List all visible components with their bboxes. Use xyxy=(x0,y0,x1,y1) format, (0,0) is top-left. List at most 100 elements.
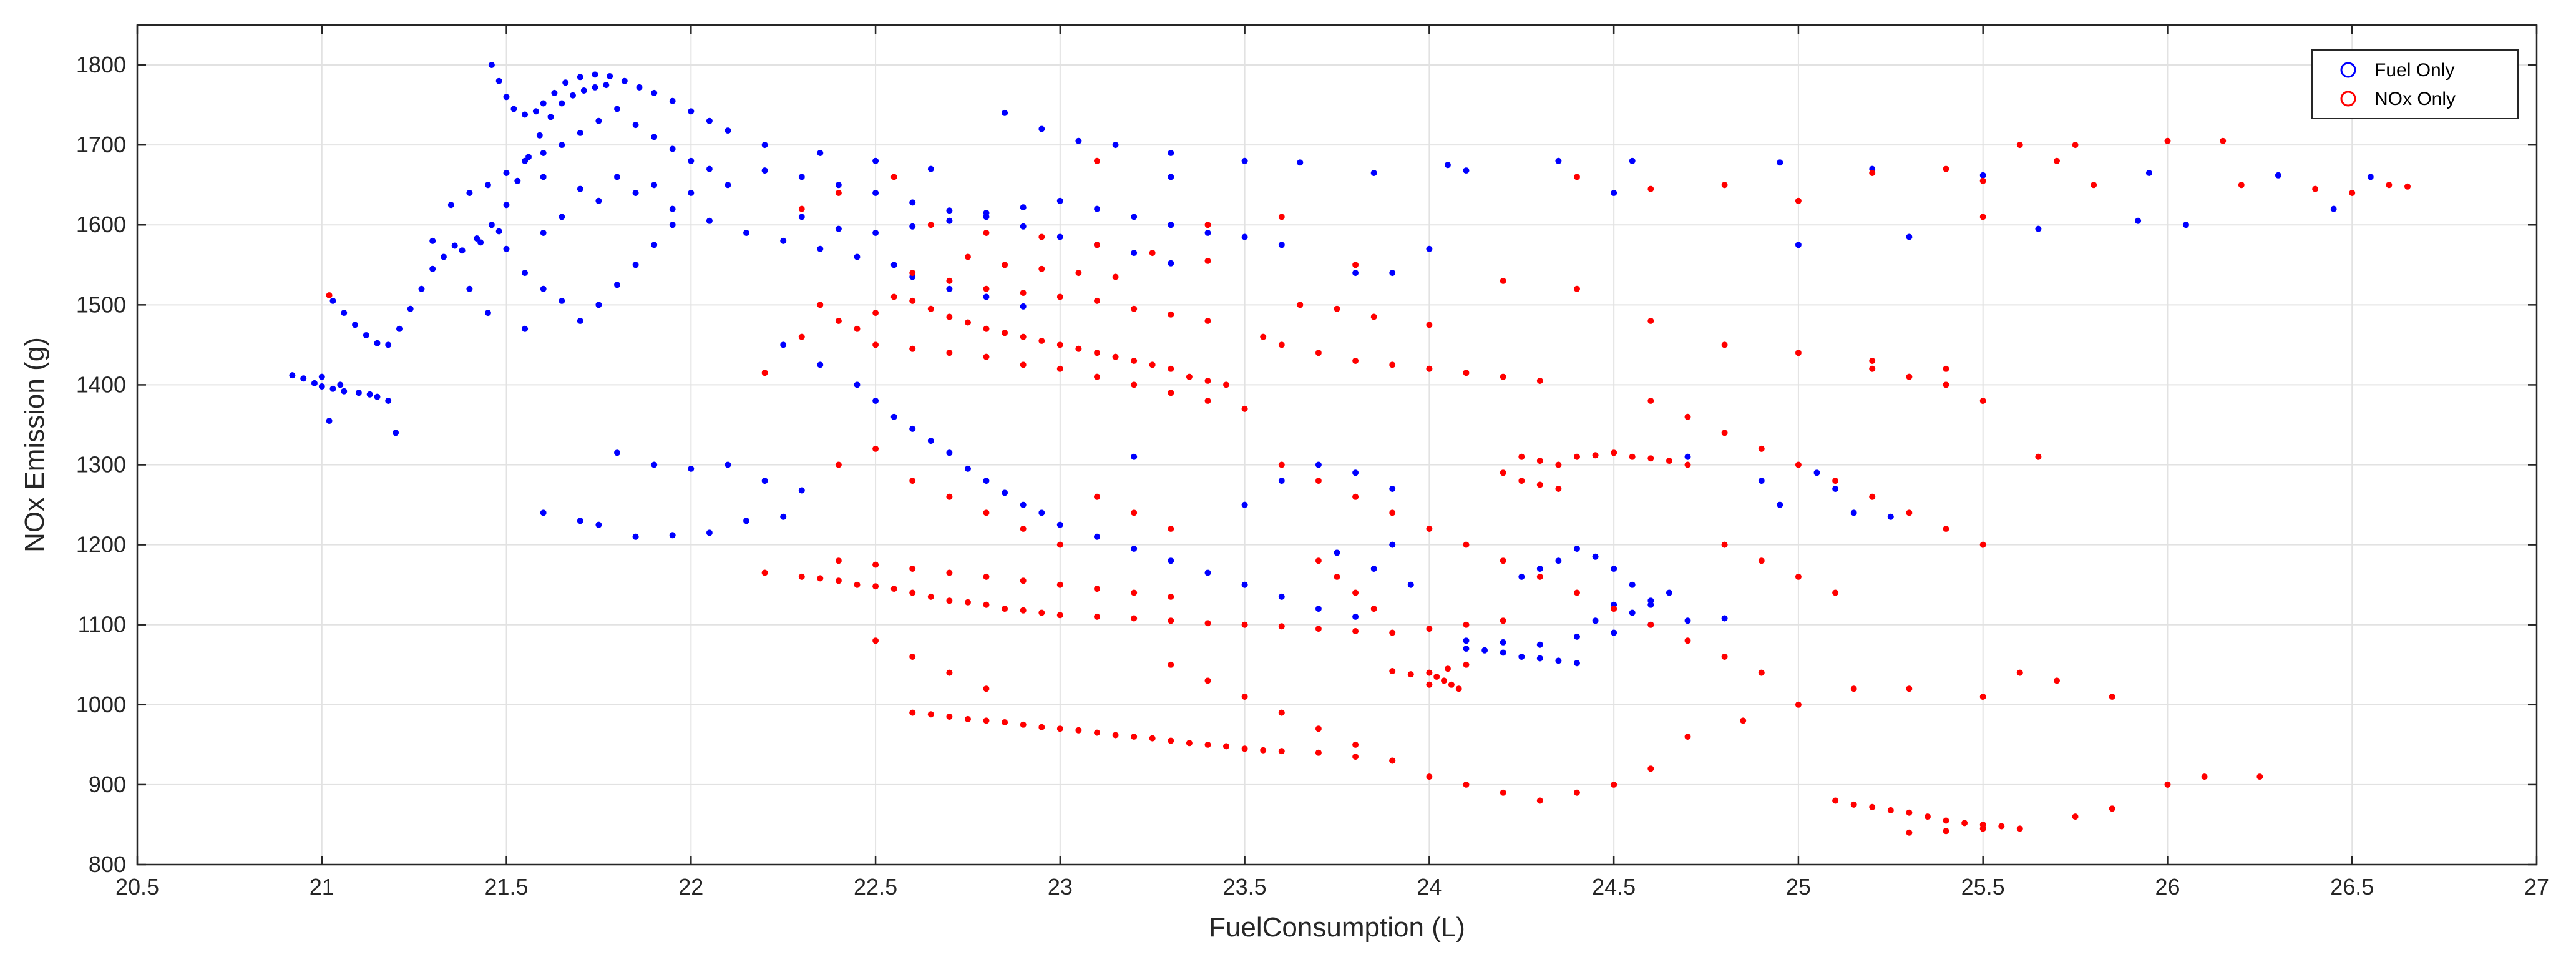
data-point xyxy=(1979,177,1986,184)
data-point xyxy=(909,478,916,484)
data-point xyxy=(1315,350,1322,356)
data-point xyxy=(1241,501,1248,508)
data-point xyxy=(1943,165,1949,172)
data-point xyxy=(1131,734,1138,740)
data-point xyxy=(1038,125,1045,132)
data-point xyxy=(1334,305,1340,312)
data-point xyxy=(1241,157,1248,164)
data-point xyxy=(1555,486,1562,492)
data-point xyxy=(1869,365,1876,372)
data-point xyxy=(1555,461,1562,468)
data-point xyxy=(1223,743,1229,750)
data-point xyxy=(329,385,336,392)
x-tick-label: 25.5 xyxy=(1961,874,2005,900)
data-point xyxy=(761,478,768,484)
data-point xyxy=(1758,478,1765,484)
data-point xyxy=(1038,233,1045,240)
data-point xyxy=(1223,381,1229,388)
data-point xyxy=(1204,569,1211,576)
data-point xyxy=(1536,797,1543,804)
data-point xyxy=(1204,620,1211,627)
axes-frame xyxy=(136,24,2538,866)
data-point xyxy=(724,182,731,189)
data-point xyxy=(872,157,879,164)
data-point xyxy=(854,381,861,388)
x-axis-title: FuelConsumption (L) xyxy=(1209,912,1465,943)
data-point xyxy=(1204,741,1211,748)
y-tick-label: 1200 xyxy=(76,532,126,557)
data-point xyxy=(1463,541,1470,548)
data-point xyxy=(669,222,676,228)
data-point xyxy=(983,325,990,332)
data-point xyxy=(503,245,510,252)
data-point xyxy=(451,242,458,249)
data-point xyxy=(1204,318,1211,324)
data-point xyxy=(1352,589,1359,596)
data-point xyxy=(872,230,879,236)
data-point xyxy=(559,142,565,149)
data-point xyxy=(607,73,613,79)
data-point xyxy=(2201,773,2208,780)
data-point xyxy=(1131,214,1138,220)
data-point xyxy=(1241,233,1248,240)
data-point xyxy=(1260,333,1267,340)
data-point xyxy=(983,210,990,216)
data-point xyxy=(1131,305,1138,312)
x-tick-label: 26.5 xyxy=(2330,874,2374,900)
data-point xyxy=(385,398,392,404)
data-point xyxy=(1094,373,1100,380)
data-point xyxy=(724,127,731,134)
data-point xyxy=(1611,629,1617,636)
data-point xyxy=(669,145,676,152)
data-point xyxy=(1038,509,1045,516)
data-point xyxy=(1094,297,1100,304)
x-tick-label: 21 xyxy=(310,874,334,900)
y-tick-label: 1400 xyxy=(76,371,126,397)
data-point xyxy=(1795,197,1802,204)
data-point xyxy=(429,265,436,272)
data-point xyxy=(2016,825,2023,832)
data-point xyxy=(872,398,879,404)
data-point xyxy=(1389,509,1396,516)
data-point xyxy=(326,292,333,298)
data-point xyxy=(1832,478,1839,484)
series-fuel-only xyxy=(289,62,2374,667)
data-point xyxy=(2135,217,2142,224)
data-point xyxy=(1536,566,1543,572)
data-point xyxy=(1278,242,1285,248)
data-point xyxy=(965,253,971,260)
data-point xyxy=(1094,586,1100,592)
data-point xyxy=(854,325,861,332)
data-point xyxy=(1168,661,1174,668)
data-point xyxy=(580,87,587,94)
data-point xyxy=(540,174,547,180)
data-point xyxy=(1020,526,1027,532)
data-point xyxy=(1315,606,1322,612)
data-point xyxy=(495,228,502,235)
data-point xyxy=(474,235,481,242)
data-point xyxy=(872,341,879,348)
data-point xyxy=(1777,501,1783,508)
data-point xyxy=(1611,190,1617,196)
data-point xyxy=(532,108,539,115)
data-point xyxy=(1592,452,1599,459)
data-point xyxy=(614,106,620,112)
data-point xyxy=(577,129,583,136)
data-point xyxy=(1574,174,1580,180)
data-point xyxy=(577,518,583,524)
data-point xyxy=(2016,142,2023,149)
data-point xyxy=(1278,478,1285,484)
data-point xyxy=(485,310,491,317)
data-point xyxy=(1463,621,1470,628)
data-point xyxy=(1448,681,1455,688)
data-point xyxy=(1002,489,1008,496)
data-point xyxy=(724,461,731,468)
data-point xyxy=(632,190,639,196)
data-point xyxy=(1315,478,1322,484)
data-point xyxy=(1500,469,1506,476)
data-point xyxy=(817,150,824,156)
data-point xyxy=(1943,365,1949,372)
data-point xyxy=(540,285,547,292)
data-point xyxy=(1445,665,1451,672)
